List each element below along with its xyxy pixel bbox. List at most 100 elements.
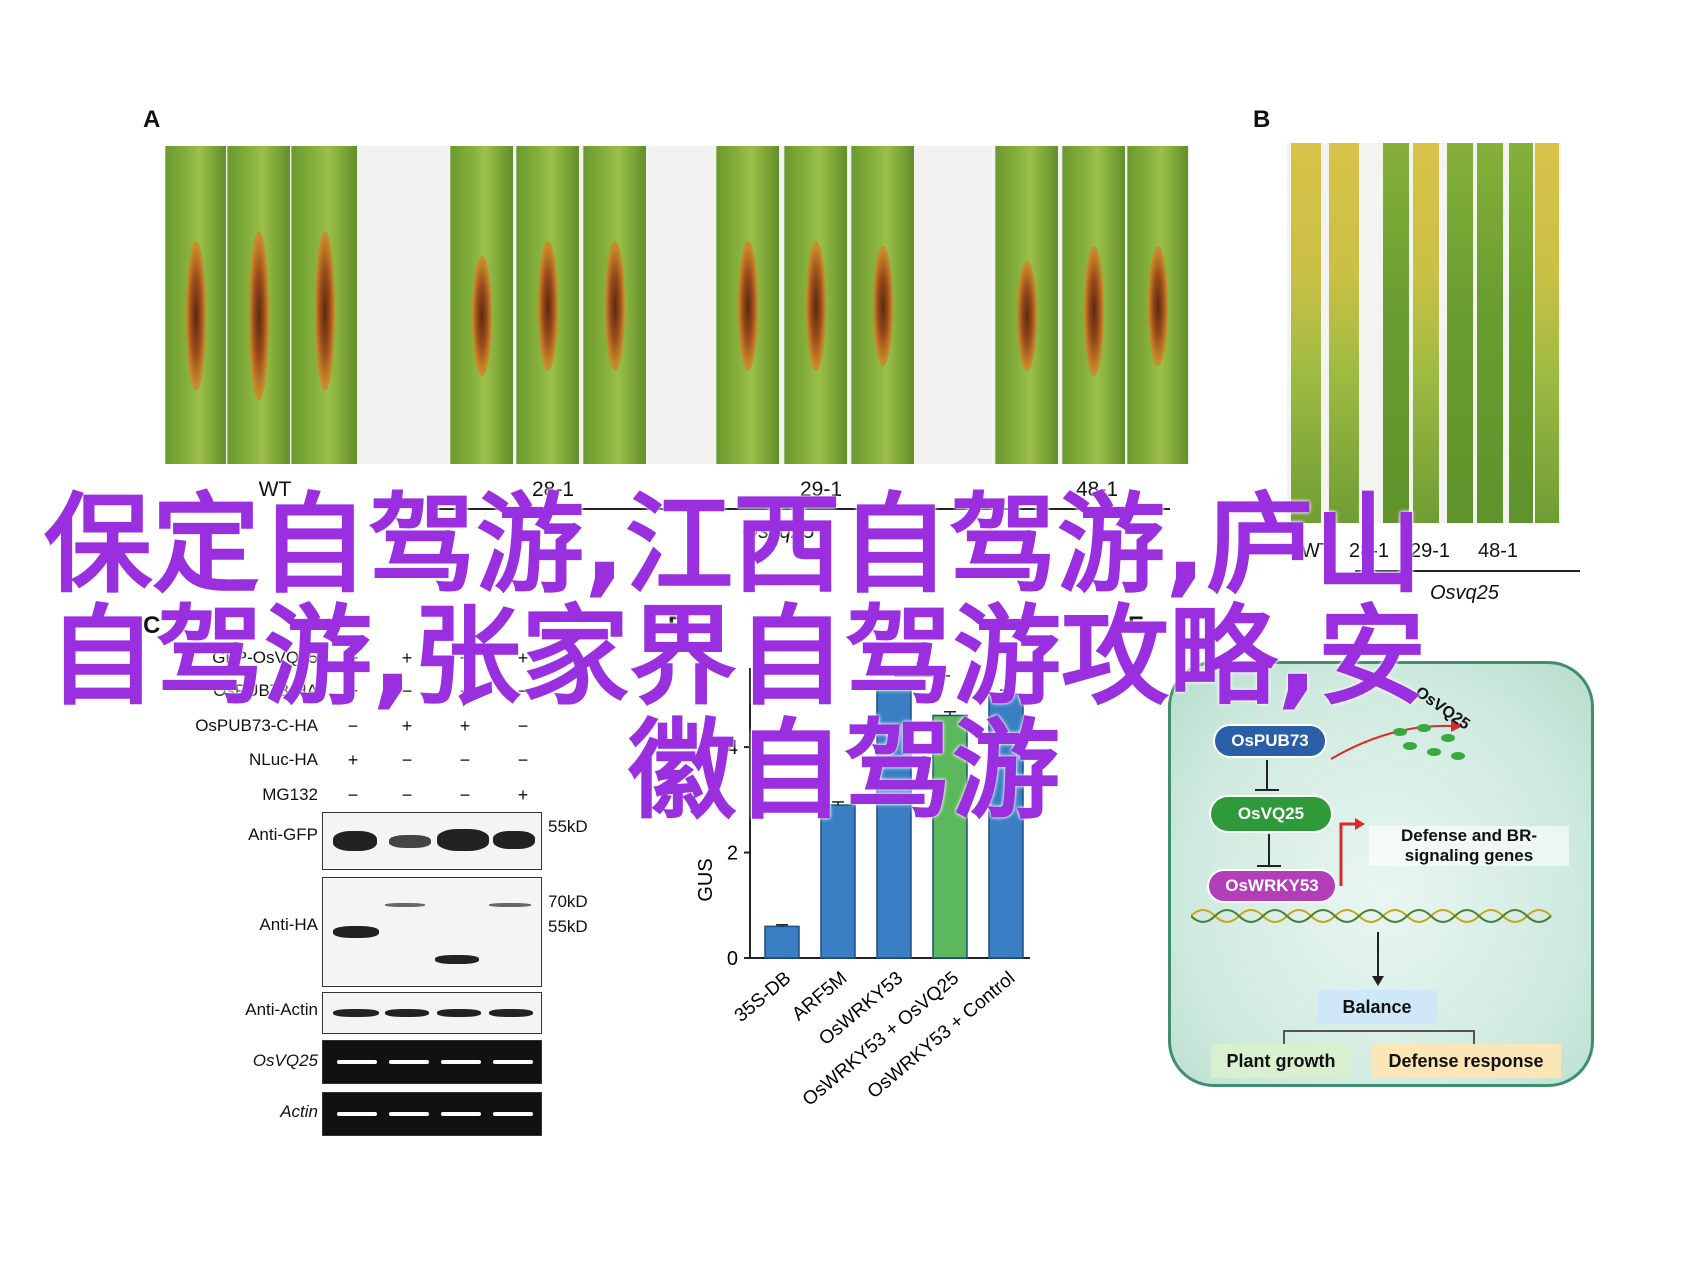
condition-sign: + [347, 648, 359, 668]
leaf [450, 146, 513, 464]
genotype-label: 29-1 [1410, 540, 1451, 562]
condition-sign: + [517, 648, 529, 668]
condition-sign: − [347, 716, 359, 736]
y-tick-label: 2 [727, 843, 738, 865]
condition-sign: − [517, 750, 529, 770]
gel-band [493, 1060, 533, 1064]
condition-label: OsPUB73-C-HA [195, 716, 318, 735]
condition-sign: − [401, 785, 413, 805]
blot-band [333, 831, 377, 851]
condition-label: NLuc-HA [249, 750, 318, 769]
molecular-weight-marker: 55kD [548, 917, 588, 936]
genotype-label: WT [258, 478, 292, 501]
arrow-down-icon [1377, 932, 1379, 978]
blot-band [333, 926, 379, 938]
condition-label: MG132 [262, 785, 318, 804]
blot-label: Actin [280, 1102, 318, 1121]
bar [764, 925, 800, 959]
genotype-label: 48-1 [1478, 540, 1519, 562]
gel-band [493, 1112, 533, 1116]
blot-label: OsVQ25 [252, 1051, 318, 1070]
bar [932, 714, 968, 959]
condition-sign: − [459, 785, 471, 805]
condition-sign: − [459, 750, 471, 770]
y-tick-label: 4 [727, 737, 738, 759]
condition-sign: + [459, 716, 471, 736]
panel-label-a: A [143, 106, 161, 133]
panel-label-d: D [668, 612, 686, 639]
blot-band [437, 829, 489, 851]
gel-actin [322, 1092, 542, 1136]
condition-sign: − [401, 681, 413, 701]
blot-band [385, 1009, 429, 1017]
leaf [227, 146, 290, 464]
genotype-label: 28-1 [1349, 540, 1390, 562]
balance-box: Balance [1317, 990, 1437, 1024]
blot-band [333, 1009, 379, 1017]
group-underline [1355, 570, 1580, 572]
blot-band [437, 1009, 481, 1017]
condition-label: OsPUB73-HA [213, 681, 318, 700]
overlay-title-line-2: 自驾游,张家界自驾游攻略,安 [48, 595, 1427, 720]
defense-response-box: Defense response [1371, 1044, 1561, 1078]
leaf [851, 146, 914, 464]
condition-sign: + [517, 785, 529, 805]
molecular-weight-marker: 70kD [548, 892, 588, 911]
genotype-label: 29-1 [799, 478, 843, 501]
plant-growth-box: Plant growth [1211, 1044, 1351, 1078]
overlay-title-line-1: 保定自驾游,江西自驾游,庐山 [44, 483, 1423, 608]
genotype-label: 28-1 [531, 478, 575, 501]
ospub73-node: OsPUB73 [1213, 724, 1327, 758]
inhibition-bar [1255, 789, 1279, 791]
condition-sign: − [517, 681, 529, 701]
bracket-line [1283, 1030, 1475, 1044]
activation-arrow [1339, 818, 1365, 886]
group-underline [430, 508, 1170, 510]
inhibition-bar [1257, 865, 1281, 867]
leaf [1329, 143, 1359, 523]
osvq25-node: OsVQ25 [1209, 795, 1333, 833]
degradation-arrow [1330, 720, 1463, 760]
blot-label: Anti-HA [259, 915, 318, 934]
condition-sign: + [347, 750, 359, 770]
condition-sign: − [401, 750, 413, 770]
group-label: Osvq25 [742, 520, 815, 543]
gel-band [441, 1060, 481, 1064]
leaf [995, 146, 1058, 464]
inhibition-icon [1266, 760, 1268, 790]
leaf [1062, 146, 1125, 464]
dna-helix-icon [1191, 909, 1552, 923]
arrow-head [1372, 976, 1384, 986]
western-blot-anti-actin [322, 992, 542, 1034]
gel-band [337, 1112, 377, 1116]
group-label: Osvq25 [1430, 582, 1499, 604]
x-tick-label: 35S-DB [731, 968, 795, 1027]
blot-label: Anti-GFP [248, 825, 318, 844]
leaf [583, 146, 646, 464]
condition-sign: + [459, 648, 471, 668]
gel-osvq25 [322, 1040, 542, 1084]
panel-label-e: E [1128, 612, 1145, 639]
molecular-weight-marker: 55kD [548, 817, 588, 836]
leaf [1127, 146, 1188, 464]
leaf-photo-panel-a [165, 146, 1190, 464]
bar [820, 804, 856, 959]
condition-sign: − [517, 716, 529, 736]
leaf [291, 146, 357, 464]
condition-sign: + [347, 681, 359, 701]
genotype-label: WT [1301, 540, 1333, 562]
gel-band [389, 1112, 429, 1116]
inhibition-icon [1268, 834, 1270, 866]
bar [876, 688, 912, 959]
blot-band [489, 903, 531, 907]
condition-sign: − [459, 681, 471, 701]
leaf [1509, 143, 1533, 523]
western-blot-anti-ha [322, 877, 542, 987]
overlay-title-line-3: 徽自驾游 [628, 709, 1061, 834]
gel-band [389, 1060, 429, 1064]
panel-label-b: B [1253, 106, 1271, 133]
leaf [1383, 143, 1409, 523]
leaf [1413, 143, 1439, 523]
leaf [1291, 143, 1321, 523]
